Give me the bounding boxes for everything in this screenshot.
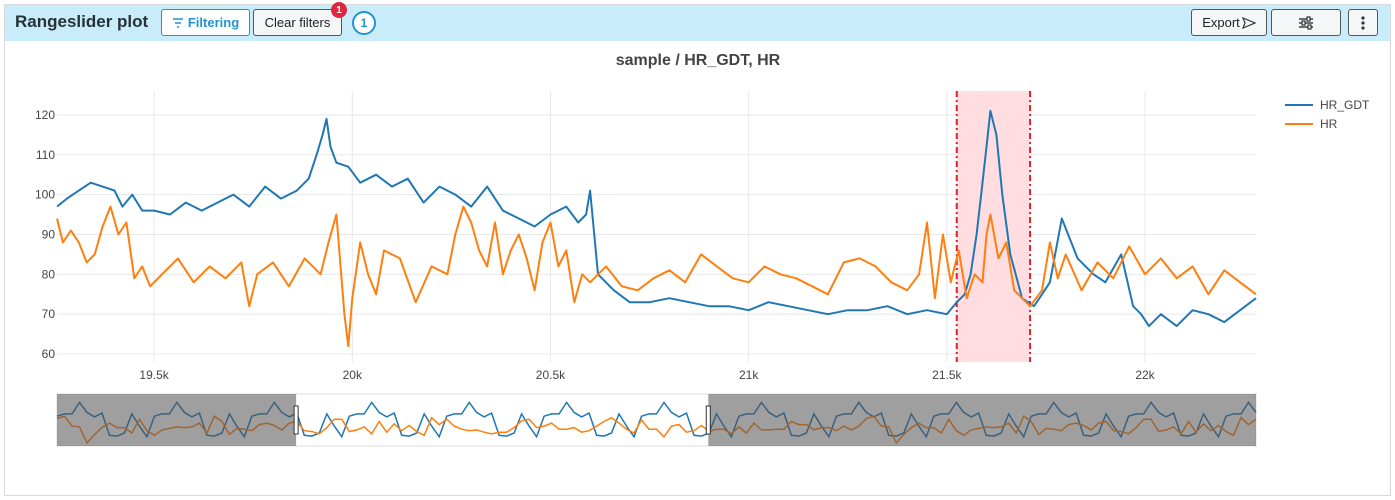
x-tick-label: 20k	[343, 368, 363, 382]
y-tick-label: 60	[42, 347, 56, 361]
slider-handle[interactable]	[293, 405, 299, 435]
y-tick-label: 110	[36, 148, 55, 162]
series-lines	[56, 109, 1257, 348]
x-tick-label: 19.5k	[139, 368, 169, 382]
filter-lines-icon	[172, 17, 183, 28]
x-tick-label: 21.5k	[932, 368, 962, 382]
active-filters-badge: 1	[331, 2, 347, 18]
y-axis: 60 70 80 90 100 110 120	[35, 108, 55, 361]
clear-filters-label: Clear filters	[264, 15, 331, 30]
legend-label[interactable]: HR_GDT	[1320, 98, 1370, 112]
y-tick-label: 80	[42, 267, 56, 281]
vertical-dots-icon	[1361, 15, 1365, 30]
slider-handle[interactable]	[705, 405, 711, 435]
slider-mask-right	[708, 394, 1256, 446]
x-tick-label: 20.5k	[536, 368, 566, 382]
filter-count-indicator[interactable]: 1	[352, 11, 376, 35]
filtering-button[interactable]: Filtering	[161, 9, 250, 36]
chart-title: sample / HR_GDT, HR	[616, 52, 781, 69]
y-tick-label: 70	[42, 307, 56, 321]
series-line-hr-gdt[interactable]	[56, 109, 1257, 328]
export-label: Export	[1202, 15, 1240, 30]
y-tick-label: 120	[35, 108, 55, 122]
y-tick-label: 100	[35, 188, 55, 202]
more-options-button[interactable]	[1348, 9, 1378, 36]
grid-lines	[57, 91, 1256, 362]
legend-label[interactable]: HR	[1320, 117, 1338, 131]
x-tick-label: 21k	[739, 368, 759, 382]
filtering-label: Filtering	[187, 15, 240, 30]
panel-header: Rangeslider plot Filtering Clear filters…	[5, 2, 1390, 41]
x-tick-label: 22k	[1135, 368, 1155, 382]
range-slider	[56, 393, 1257, 447]
series-line-hr[interactable]	[56, 205, 1257, 348]
slider-mask-left	[57, 394, 297, 446]
line-chart[interactable]: sample / HR_GDT, HR 60 70 80 90 100 110 120 19…	[5, 5, 1390, 495]
legend: HR_GDT HR	[1285, 98, 1370, 131]
panel-title: Rangeslider plot	[15, 12, 149, 31]
x-axis: 19.5k 20k 20.5k 21k 21.5k 22k	[139, 368, 1155, 382]
y-tick-label: 90	[42, 227, 56, 241]
export-button[interactable]: Export	[1191, 9, 1267, 36]
send-arrow-icon	[1241, 16, 1256, 29]
sliders-icon	[1299, 15, 1313, 30]
clear-filters-button[interactable]: Clear filters	[253, 9, 342, 36]
settings-button[interactable]	[1271, 9, 1341, 36]
chart-panel: Rangeslider plot Filtering Clear filters…	[4, 2, 1391, 496]
